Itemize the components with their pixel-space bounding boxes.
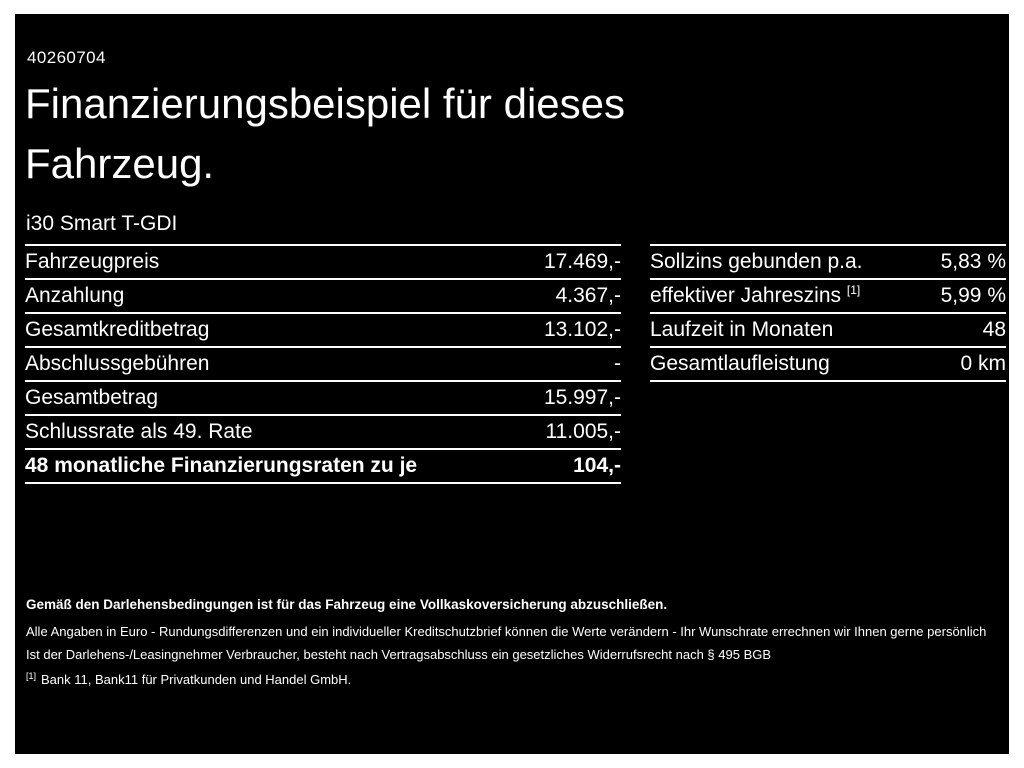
vehicle-model: i30 Smart T-GDI <box>26 212 178 235</box>
bank-footnote-marker: [1] <box>26 672 37 681</box>
offer-id: 40260704 <box>27 48 106 67</box>
table-row-sollzins: Sollzins gebunden p.a. 5,83 % <box>650 244 1006 278</box>
bank-note: [1] Bank 11, Bank11 für Privatkunden und … <box>26 672 1006 687</box>
row-label: Schlussrate als 49. Rate <box>25 420 253 443</box>
row-label: Laufzeit in Monaten <box>650 318 834 341</box>
row-value: 11.005,- <box>545 420 622 443</box>
row-label: Gesamtbetrag <box>25 386 159 409</box>
table-row-laufzeit: Laufzeit in Monaten 48 <box>650 312 1006 346</box>
table-row-anzahlung: Anzahlung 4.367,- <box>25 278 621 312</box>
table-row-monatsrate: 48 monatliche Finanzierungsraten zu je 1… <box>25 448 621 482</box>
row-value: 5,99 % <box>940 284 1006 307</box>
footnotes: Gemäß den Darlehensbedingungen ist für d… <box>26 597 1006 695</box>
row-value: 13.102,- <box>543 318 621 341</box>
row-label: 48 monatliche Finanzierungsraten zu je <box>25 454 418 477</box>
page-title: Finanzierungsbeispiel für dieses Fahrzeu… <box>25 74 625 194</box>
page-title-line2: Fahrzeug. <box>25 140 215 187</box>
page-title-line1: Finanzierungsbeispiel für dieses <box>25 80 625 127</box>
table-row-schlussrate: Schlussrate als 49. Rate 11.005,- <box>25 414 621 448</box>
row-value: 5,83 % <box>940 250 1006 273</box>
row-label: effektiver Jahreszins [1] <box>650 284 860 308</box>
row-label: Gesamtkreditbetrag <box>25 318 210 341</box>
finance-table-left: Fahrzeugpreis 17.469,- Anzahlung 4.367,-… <box>25 244 621 484</box>
bank-note-text: Bank 11, Bank11 für Privatkunden und Han… <box>41 672 352 687</box>
finance-sheet: 40260704 Finanzierungsbeispiel für diese… <box>15 14 1009 754</box>
row-label: Fahrzeugpreis <box>25 250 160 273</box>
row-value: - <box>614 352 621 375</box>
row-value: 104,- <box>573 454 621 477</box>
row-value: 4.367,- <box>555 284 621 307</box>
table-row-gesamtkreditbetrag: Gesamtkreditbetrag 13.102,- <box>25 312 621 346</box>
row-value: 0 km <box>960 352 1006 375</box>
table-row-gesamtbetrag: Gesamtbetrag 15.997,- <box>25 380 621 414</box>
row-label-text: effektiver Jahreszins <box>650 284 842 307</box>
insurance-note: Gemäß den Darlehensbedingungen ist für d… <box>26 597 668 612</box>
footnote-ref-marker: [1] <box>846 283 861 297</box>
row-value: 48 <box>982 318 1006 341</box>
row-value: 15.997,- <box>543 386 621 409</box>
row-label: Gesamtlaufleistung <box>650 352 830 375</box>
table-row-effektiver-jahreszins: effektiver Jahreszins [1] 5,99 % <box>650 278 1006 312</box>
rounding-note: Alle Angaben in Euro - Rundungsdifferenz… <box>26 624 987 639</box>
table-row-gesamtlaufleistung: Gesamtlaufleistung 0 km <box>650 346 1006 380</box>
row-label: Sollzins gebunden p.a. <box>650 250 863 273</box>
row-label: Anzahlung <box>25 284 125 307</box>
withdrawal-note: Ist der Darlehens-/Leasingnehmer Verbrau… <box>26 647 772 662</box>
row-label: Abschlussgebühren <box>25 352 210 375</box>
table-row-fahrzeugpreis: Fahrzeugpreis 17.469,- <box>25 244 621 278</box>
row-value: 17.469,- <box>543 250 621 273</box>
table-row-abschlussgebuehren: Abschlussgebühren - <box>25 346 621 380</box>
finance-table-right: Sollzins gebunden p.a. 5,83 % effektiver… <box>650 244 1006 382</box>
